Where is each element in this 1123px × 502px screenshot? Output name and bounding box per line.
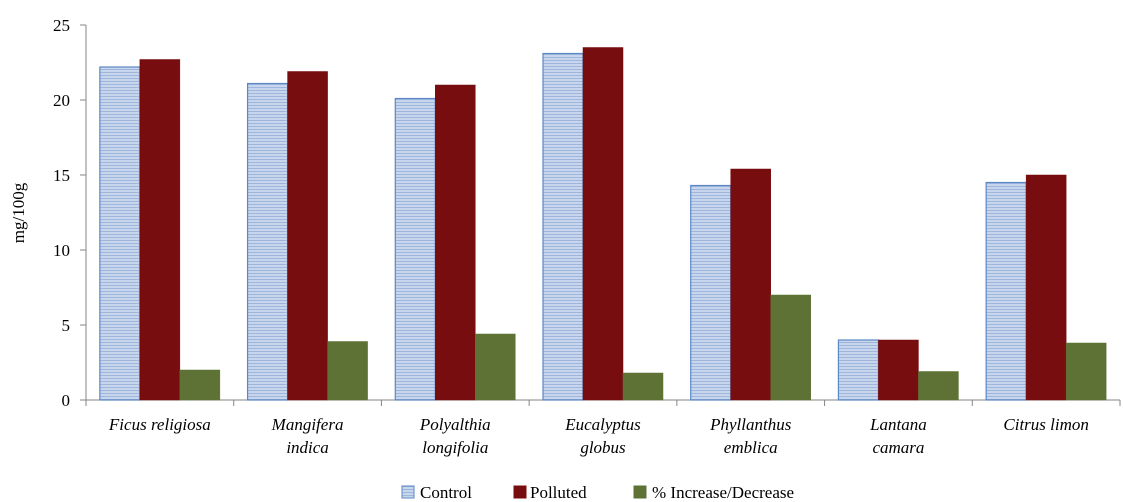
bar-polluted (730, 168, 771, 401)
x-category-label: Ficus religiosa (108, 415, 211, 434)
x-category-label: longifolia (422, 438, 488, 457)
bar-increase-decrease (179, 369, 221, 401)
bar-polluted (435, 84, 476, 401)
legend-swatch (633, 485, 647, 499)
x-category-label: Eucalyptus (564, 415, 641, 434)
bar-polluted (139, 59, 181, 401)
x-category-label: globus (580, 438, 626, 457)
bar-increase-decrease (475, 333, 516, 401)
bar-polluted (878, 339, 919, 401)
legend-label: % Increase/Decrease (652, 483, 794, 502)
legend-label: Control (420, 483, 472, 502)
bar-control (99, 66, 141, 401)
x-category-label: indica (286, 438, 329, 457)
x-category-label: Mangifera (271, 415, 344, 434)
bar-control (394, 97, 436, 401)
bar-control (690, 184, 732, 401)
x-category-label: camara (872, 438, 924, 457)
legend-swatch (401, 485, 415, 499)
legend-label: Polluted (530, 483, 587, 502)
bar-control (542, 52, 584, 401)
x-category-label: emblica (724, 438, 778, 457)
legend-swatch (513, 485, 527, 499)
bar-increase-decrease (327, 341, 368, 401)
x-category-label: Polyalthia (419, 415, 491, 434)
bar-control (837, 339, 880, 401)
y-tick-label: 25 (53, 16, 70, 35)
y-tick-label: 20 (53, 91, 70, 110)
y-axis-title: mg/100g (9, 182, 28, 243)
bar-increase-decrease (918, 371, 959, 401)
bar-polluted (287, 71, 328, 401)
bar-control (985, 181, 1027, 401)
x-category-label: Phyllanthus (709, 415, 792, 434)
y-tick-label: 0 (62, 391, 71, 410)
y-tick-label: 15 (53, 166, 70, 185)
bar-polluted (1025, 174, 1067, 401)
bar-polluted (582, 47, 624, 401)
bar-increase-decrease (1065, 342, 1107, 401)
x-category-label: Lantana (869, 415, 927, 434)
y-tick-label: 10 (53, 241, 70, 260)
bar-increase-decrease (622, 372, 664, 401)
legend: Control Polluted % Increase/Decrease (401, 483, 794, 502)
x-category-label: Citrus limon (1003, 415, 1089, 434)
bar-control (246, 82, 289, 401)
y-tick-label: 5 (62, 316, 71, 335)
plot-area: 0 5 10 15 20 25 Ficus religiosa Mangifera indica… (53, 16, 1121, 457)
bar-increase-decrease (770, 294, 811, 401)
